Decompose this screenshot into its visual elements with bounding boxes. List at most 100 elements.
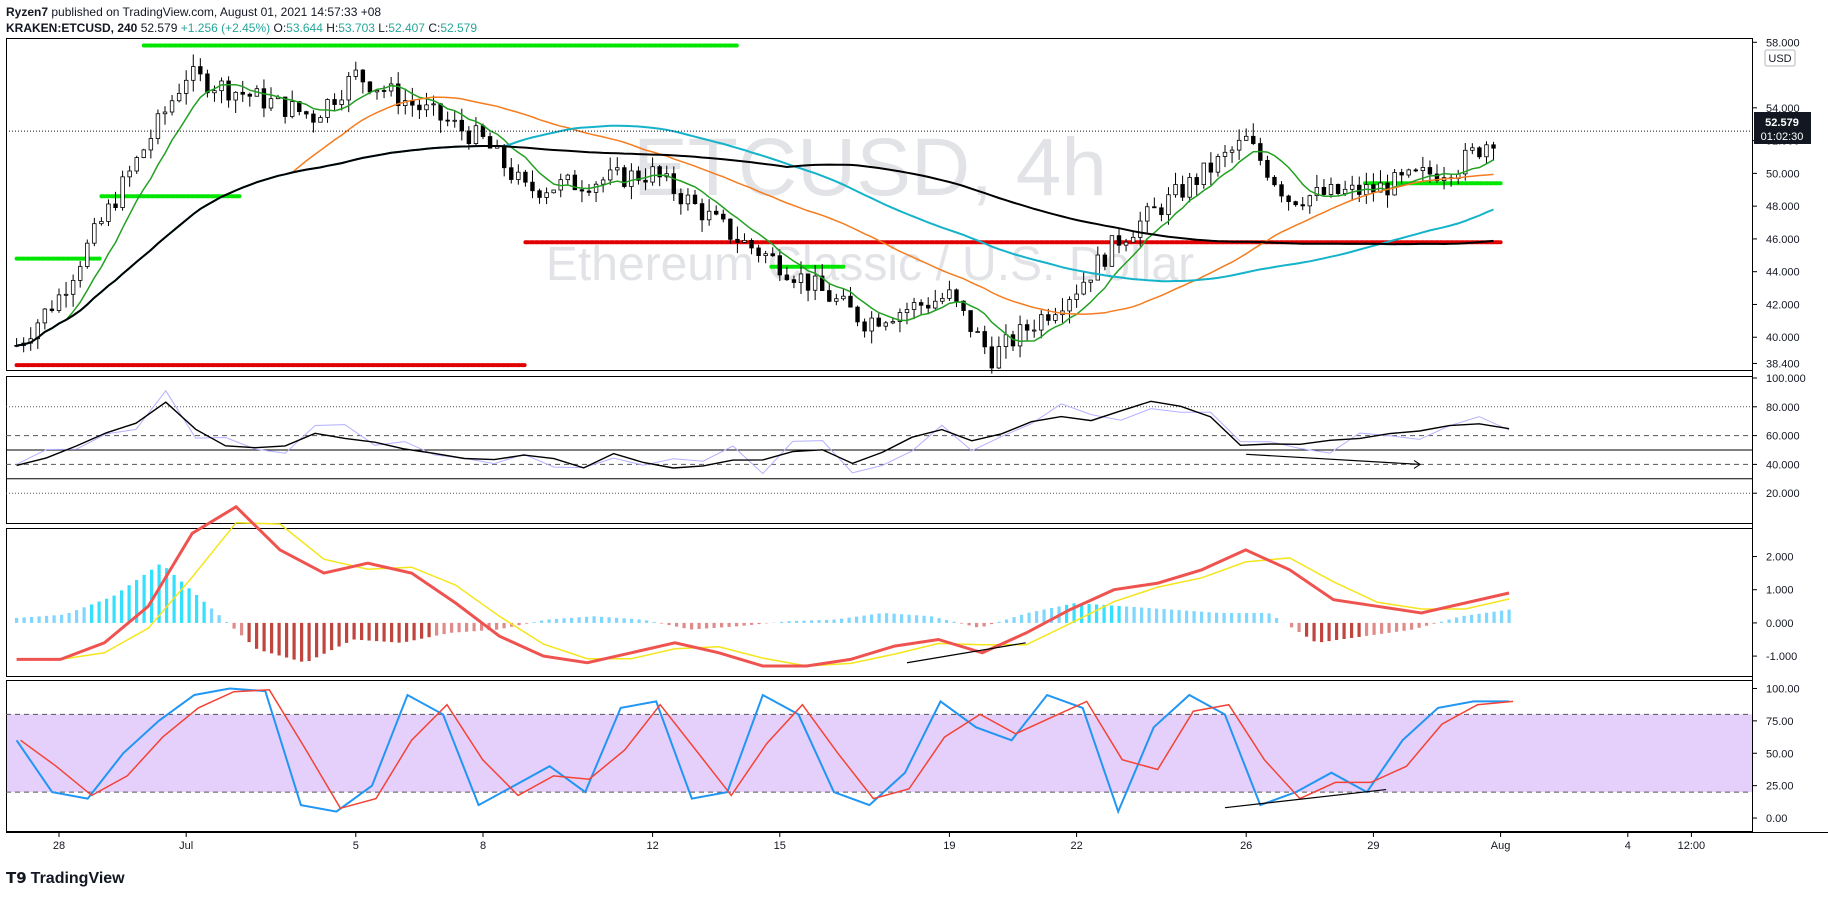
macd-histogram-bar [442, 622, 446, 635]
macd-histogram-bar [899, 614, 904, 623]
candle [318, 117, 323, 123]
macd-histogram-bar [1304, 622, 1309, 637]
candle [982, 331, 987, 348]
macd-histogram-bar [787, 621, 791, 623]
macd-histogram-bar [1117, 605, 1121, 623]
macd-histogram-bar [1327, 622, 1331, 642]
candle [148, 138, 154, 151]
author-name[interactable]: Ryzen7 [6, 5, 49, 19]
macd-histogram-bar [352, 622, 356, 640]
candle [996, 346, 1002, 369]
price-tick-label: 44.000 [1766, 267, 1800, 279]
candle [183, 79, 189, 94]
macd-histogram-bar [1237, 612, 1241, 623]
candle [233, 91, 238, 101]
candle [78, 266, 83, 281]
macd-histogram-bar [164, 568, 169, 623]
price-series-layer [6, 43, 1752, 374]
candle [756, 247, 761, 256]
price-tick-label: 46.000 [1766, 234, 1800, 246]
macd-histogram-bar [254, 622, 259, 649]
candle [332, 99, 337, 105]
currency-badge [1764, 49, 1796, 67]
candle [608, 169, 613, 181]
tradingview-footer[interactable]: 𝗧𝟵 TradingView [6, 869, 125, 888]
macd-histogram-bar [884, 613, 889, 623]
candle [721, 213, 726, 220]
candle [56, 294, 62, 311]
symbol-label[interactable]: KRAKEN:ETCUSD, 240 [6, 21, 138, 35]
macd-series-layer [15, 504, 1511, 668]
watermark-description: Ethereum Classic / U.S. Dollar [546, 238, 1194, 291]
macd-histogram-bar [1094, 604, 1099, 623]
macd-histogram-bar [877, 613, 881, 623]
macd-histogram-bar [367, 622, 371, 641]
price-tick-label: 58.000 [1766, 37, 1800, 49]
macd-histogram-bar [247, 622, 251, 643]
candle [191, 66, 196, 81]
candle [1307, 195, 1312, 207]
candle [770, 253, 775, 257]
macd-histogram-bar [1357, 622, 1361, 637]
macd-histogram-bar [749, 622, 754, 625]
macd-tick-label: 0.000 [1766, 618, 1794, 630]
macd-histogram-bar [1004, 619, 1009, 623]
candle [897, 312, 903, 322]
candle [516, 171, 521, 180]
rsi-line [16, 400, 1510, 469]
candle [205, 73, 210, 94]
macd-histogram-bar [809, 620, 814, 623]
candle [834, 298, 839, 302]
candle [1392, 172, 1397, 196]
macd-histogram-bar [944, 619, 949, 623]
candle [848, 295, 853, 308]
candle [678, 193, 684, 205]
countdown-label: 01:02:30 [1761, 131, 1804, 143]
candle [1300, 204, 1305, 207]
price-tick-label: 50.000 [1766, 168, 1800, 180]
macd-histogram-bar [179, 581, 184, 623]
candle [530, 181, 535, 192]
candle [417, 104, 422, 111]
candle [1046, 314, 1051, 321]
candle [169, 100, 175, 113]
candle [360, 69, 366, 83]
candle [113, 203, 118, 208]
time-label: 4 [1625, 840, 1631, 852]
macd-histogram-bar [847, 617, 851, 623]
macd-histogram-bar [712, 622, 716, 628]
macd-histogram-bar [427, 622, 431, 638]
macd-histogram-bar [1079, 603, 1084, 623]
macd-histogram-bar [794, 620, 799, 623]
macd-histogram-bar [832, 619, 836, 623]
candle [1491, 144, 1496, 149]
macd-histogram-bar [1244, 612, 1249, 623]
stoch-tick-label: 0.00 [1766, 813, 1787, 825]
macd-histogram-bar [29, 616, 34, 623]
candle [176, 92, 182, 102]
macd-signal-line [16, 521, 1510, 667]
last-price-tag [1754, 112, 1811, 144]
candle [926, 304, 931, 309]
macd-histogram-bar [757, 622, 761, 625]
macd-histogram-bar [1154, 608, 1159, 623]
macd-histogram-bar [1469, 614, 1474, 623]
macd-histogram-bar [554, 618, 559, 623]
macd-histogram-bar [449, 622, 454, 633]
currency-label: USD [1768, 53, 1791, 65]
candle [551, 189, 556, 194]
macd-histogram-bar [457, 622, 461, 633]
macd-histogram-bar [134, 580, 139, 623]
macd-histogram-bar [149, 569, 154, 623]
macd-histogram-bar [1102, 604, 1106, 623]
candle [424, 104, 429, 111]
macd-histogram-bar [1289, 622, 1294, 628]
rsi-tick-label: 20.000 [1766, 488, 1800, 500]
candle [954, 289, 959, 302]
rsi-divergence-arrow [1246, 453, 1421, 465]
candle [523, 171, 528, 183]
macd-histogram-bar [937, 618, 941, 623]
high-value: 53.703 [338, 21, 375, 35]
candle [1102, 254, 1108, 267]
